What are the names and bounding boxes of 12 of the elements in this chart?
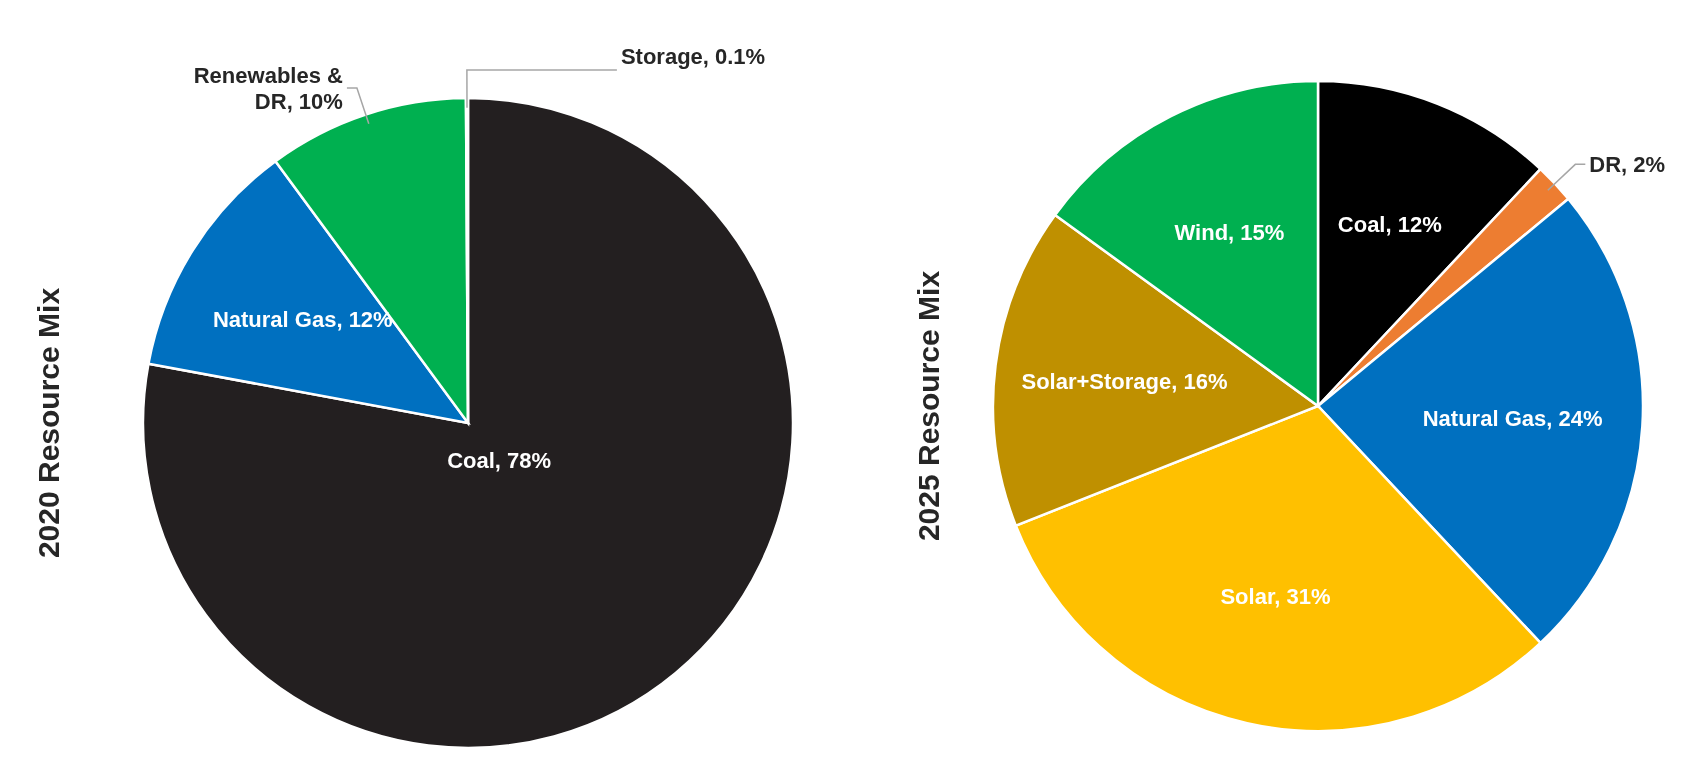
slice-label: Storage, 0.1% <box>620 43 766 69</box>
slice-label: Solar+Storage, 16% <box>1021 369 1228 395</box>
slice-label: Solar, 31% <box>1220 583 1331 609</box>
text: 2025 Resource Mix <box>911 270 945 542</box>
slice-label: Wind, 15% <box>1174 219 1285 245</box>
slice-label: Renewables & DR, 10% <box>193 62 344 114</box>
slice-label: Coal, 12% <box>1337 212 1442 238</box>
text: 2020 Resource Mix <box>31 287 65 559</box>
slice-label: Natural Gas, 12% <box>212 306 393 332</box>
slice-label: Coal, 78% <box>447 447 552 473</box>
slice-label: DR, 2% <box>1589 151 1666 177</box>
slice-label: Natural Gas, 24% <box>1422 405 1603 431</box>
